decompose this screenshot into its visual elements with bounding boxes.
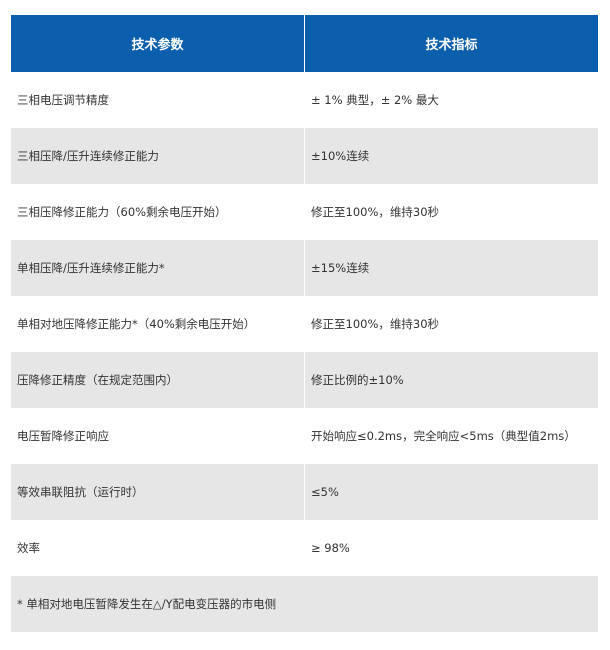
parameter-cell: 电压暂降修正响应 xyxy=(17,429,109,443)
table-row: 单相压降/压升连续修正能力* ±15%连续 xyxy=(11,240,598,296)
parameter-cell: 等效串联阻抗（运行时） xyxy=(11,464,305,520)
header-row: 技术参数 技术指标 xyxy=(11,15,598,72)
table-row: 压降修正精度（在规定范围内） 修正比例的±10% xyxy=(11,352,598,408)
spec-cell: ±15%连续 xyxy=(304,240,598,296)
table-row: 效率 ≥ 98% xyxy=(11,520,598,576)
parameter-cell: 单相对地压降修正能力*（40%剩余电压开始） xyxy=(17,317,256,331)
parameter-cell: 效率 xyxy=(17,541,40,555)
spec-cell: 修正比例的±10% xyxy=(304,352,598,408)
footnote-cell: * 单相对地电压暂降发生在△/Y配电变压器的市电侧 xyxy=(11,576,598,632)
spec-cell: 开始响应≤0.2ms，完全响应<5ms（典型值2ms） xyxy=(304,408,598,464)
parameter-cell: 三相电压调节精度 xyxy=(17,93,109,107)
header-cell: 技术指标 xyxy=(304,15,598,72)
parameter-cell: 三相压降修正能力（60%剩余电压开始） xyxy=(17,205,227,219)
footnote-row: * 单相对地电压暂降发生在△/Y配电变压器的市电侧 xyxy=(11,576,598,632)
spec-cell: ≥ 98% xyxy=(304,520,598,576)
parameter-cell: 压降修正精度（在规定范围内） xyxy=(11,352,305,408)
table-row: 等效串联阻抗（运行时） ≤5% xyxy=(11,464,598,520)
spec-cell: 修正至100%，维持30秒 xyxy=(304,184,598,240)
spec-cell: ≤5% xyxy=(304,464,598,520)
parameter-cell: 三相压降/压升连续修正能力 xyxy=(11,128,305,184)
spec-cell: 修正至100%，维持30秒 xyxy=(304,296,598,352)
spec-cell: ± 1% 典型，± 2% 最大 xyxy=(304,72,598,128)
table-row: 三相电压调节精度 ± 1% 典型，± 2% 最大 xyxy=(11,72,598,128)
table-row: 三相压降/压升连续修正能力 ±10%连续 xyxy=(11,128,598,184)
header-cell: 技术参数 xyxy=(11,15,305,72)
spec-table: 技术参数 技术指标 三相电压调节精度 ± 1% 典型，± 2% 最大 三相压降/压升… xyxy=(11,15,598,632)
spec-cell: ±10%连续 xyxy=(304,128,598,184)
table-row: 单相对地压降修正能力*（40%剩余电压开始） 修正至100%，维持30秒 xyxy=(11,296,598,352)
spec-table-wrap: 技术参数 技术指标 三相电压调节精度 ± 1% 典型，± 2% 最大 三相压降/压升… xyxy=(11,15,598,632)
table-body: 三相电压调节精度 ± 1% 典型，± 2% 最大 三相压降/压升连续修正能力 ±10%… xyxy=(11,72,598,632)
table-row: 三相压降修正能力（60%剩余电压开始） 修正至100%，维持30秒 xyxy=(11,184,598,240)
table-row: 电压暂降修正响应 开始响应≤0.2ms，完全响应<5ms（典型值2ms） xyxy=(11,408,598,464)
parameter-cell: 单相压降/压升连续修正能力* xyxy=(11,240,305,296)
